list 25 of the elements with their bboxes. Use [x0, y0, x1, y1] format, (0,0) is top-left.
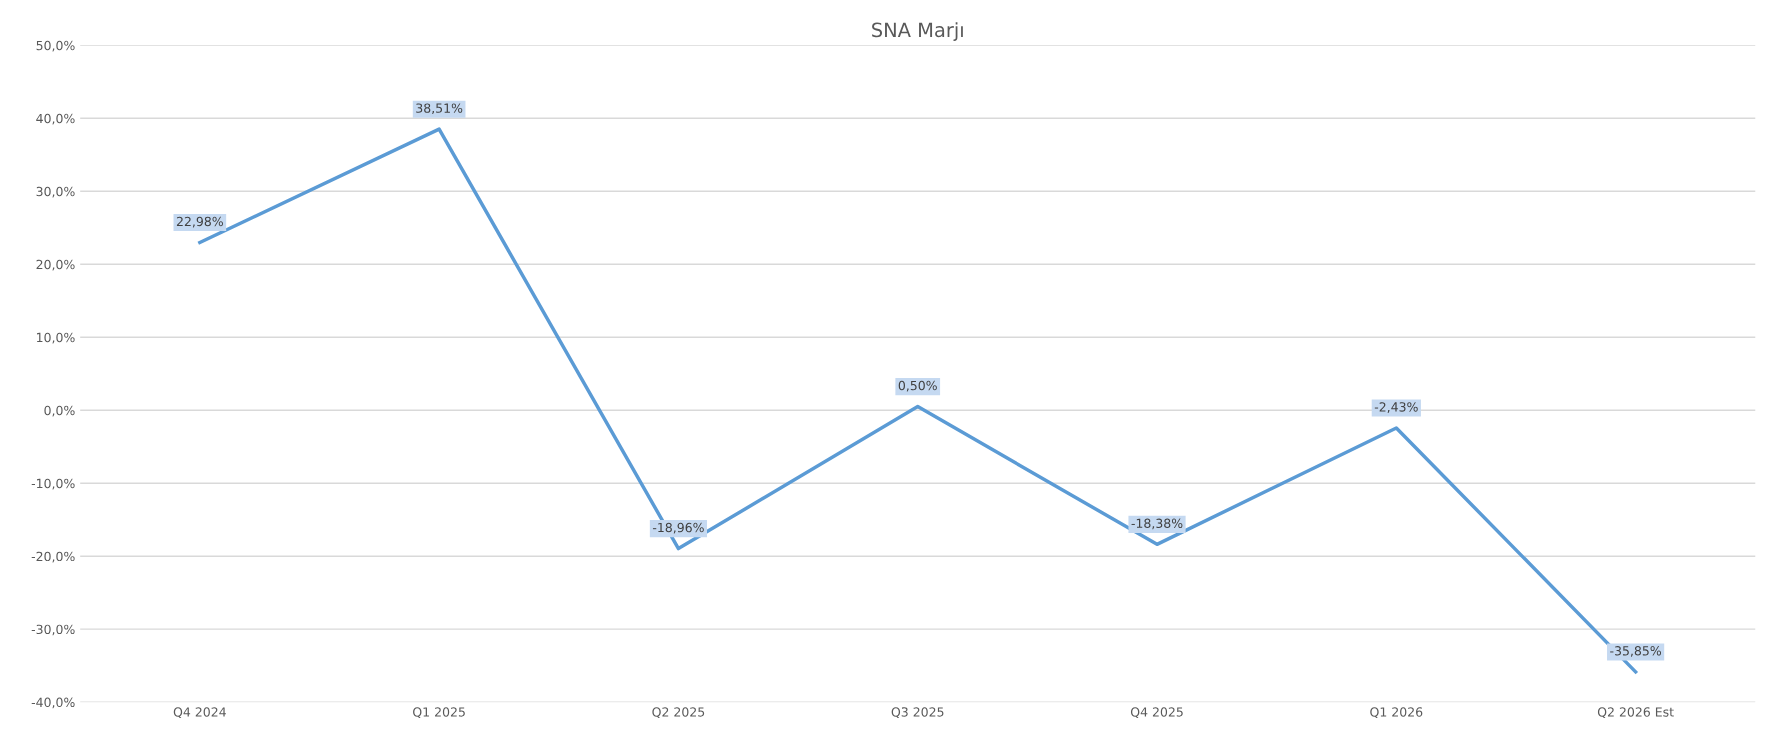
x-tick-label: Q3 2025	[891, 707, 944, 719]
data-label: -18,38%	[1131, 518, 1183, 530]
y-tick-label: 30,0%	[36, 186, 75, 198]
x-tick-label: Q2 2026 Est	[1597, 707, 1674, 719]
data-label: 38,51%	[416, 103, 463, 115]
data-label: -35,85%	[1610, 646, 1662, 657]
y-tick-label: -40,0%	[31, 697, 75, 709]
x-tick-label: Q4 2024	[173, 707, 226, 719]
y-tick-label: -30,0%	[31, 624, 75, 636]
y-tick-label: 0,0%	[44, 405, 75, 417]
x-tick-label: Q2 2025	[652, 707, 705, 719]
data-label: 0,50%	[898, 380, 937, 392]
y-tick-label: -10,0%	[31, 478, 75, 490]
y-tick-label: 10,0%	[36, 332, 75, 344]
y-tick-label: -20,0%	[31, 551, 75, 563]
data-label: -2,43%	[1374, 402, 1418, 413]
data-label: -18,96%	[652, 522, 704, 534]
chart-title: SNA Marjı	[872, 22, 963, 42]
x-tick-label: Q1 2026	[1370, 707, 1423, 719]
y-tick-label: 20,0%	[36, 259, 75, 271]
data-label: 22,98%	[176, 216, 223, 228]
y-tick-label: 50,0%	[36, 40, 75, 52]
y-tick-label: 40,0%	[36, 113, 75, 125]
x-tick-label: Q1 2025	[413, 707, 465, 719]
x-tick-label: Q4 2025	[1130, 707, 1183, 719]
